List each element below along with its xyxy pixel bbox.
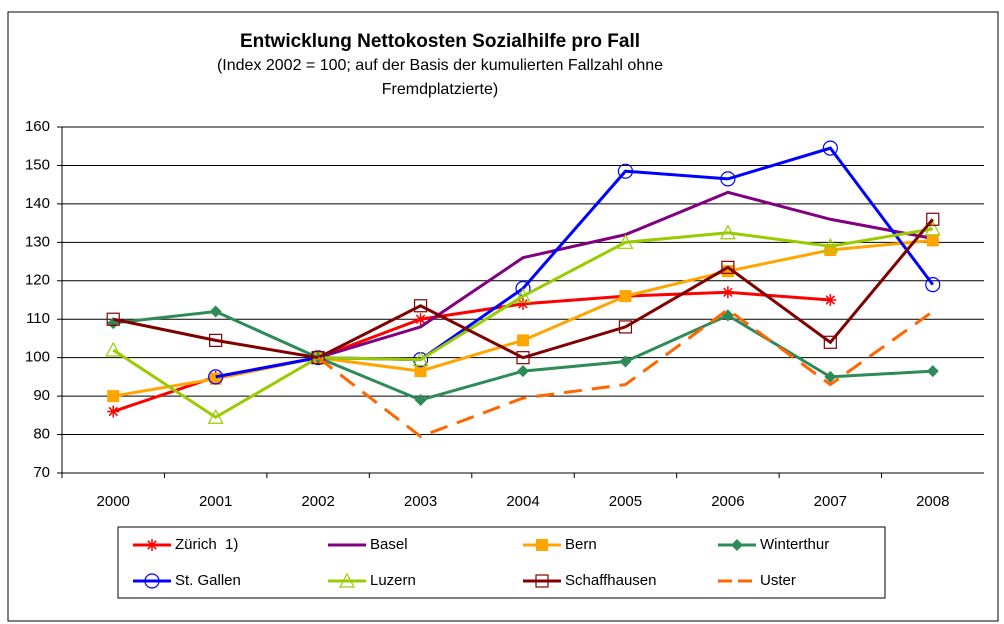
y-tick-label: 70	[33, 464, 50, 481]
legend-label: Uster	[760, 572, 796, 589]
legend-label: Luzern	[370, 572, 416, 589]
y-tick-label: 120	[25, 272, 50, 289]
series-line	[112, 227, 934, 420]
marker	[824, 370, 837, 383]
x-tick-label: 2007	[814, 493, 847, 510]
legend-box	[117, 526, 886, 599]
legend-label: Zürich 1)	[175, 536, 238, 553]
marker	[618, 320, 633, 334]
marker	[617, 163, 634, 179]
marker	[536, 539, 548, 551]
marker	[517, 297, 529, 310]
marker	[107, 390, 120, 403]
marker	[412, 351, 429, 367]
legend-label: St. Gallen	[175, 572, 241, 589]
chart-title: Entwicklung Nettokosten Sozialhilfe pro …	[240, 31, 640, 52]
marker	[338, 572, 356, 588]
marker	[823, 335, 837, 349]
marker	[208, 369, 224, 385]
x-tick-label: 2008	[916, 493, 949, 510]
marker	[413, 299, 428, 313]
x-tick-label: 2004	[506, 493, 539, 510]
marker	[517, 365, 529, 378]
x-tick-label: 2006	[711, 493, 744, 510]
marker	[721, 286, 734, 299]
marker	[720, 171, 736, 187]
series-line	[112, 218, 934, 360]
y-tick-label: 80	[33, 426, 50, 443]
marker	[731, 539, 743, 551]
marker	[105, 341, 122, 357]
marker	[617, 234, 634, 249]
legend-label: Bern	[565, 536, 597, 553]
marker	[514, 287, 532, 303]
marker	[926, 234, 939, 247]
y-tick-label: 110	[26, 310, 50, 327]
marker	[822, 140, 838, 156]
series-line	[215, 190, 934, 379]
marker	[209, 333, 223, 347]
series-line	[317, 307, 934, 439]
marker	[207, 408, 224, 424]
marker	[721, 260, 735, 274]
y-tick-label: 150	[25, 156, 50, 173]
x-tick-label: 2002	[301, 493, 334, 510]
marker	[926, 365, 939, 378]
y-tick-label: 90	[33, 387, 50, 404]
y-tick-label: 160	[25, 118, 50, 135]
marker	[414, 393, 427, 406]
marker	[535, 574, 549, 588]
marker	[822, 237, 839, 253]
y-tick-label: 100	[25, 349, 50, 366]
marker	[414, 365, 427, 378]
x-tick-label: 2001	[199, 493, 232, 510]
marker	[926, 212, 940, 226]
marker	[924, 220, 941, 236]
marker	[144, 573, 160, 589]
x-tick-label: 2005	[609, 493, 642, 510]
x-tick-label: 2000	[97, 493, 130, 510]
chart-subtitle: Fremdplatzierte)	[382, 81, 498, 98]
marker	[146, 539, 158, 551]
marker	[311, 351, 325, 365]
marker	[107, 405, 120, 418]
marker	[106, 312, 120, 326]
marker	[414, 313, 427, 326]
y-tick-label: 130	[25, 233, 50, 250]
marker	[516, 351, 530, 365]
marker	[719, 224, 736, 240]
marker	[824, 294, 837, 306]
legend-label: Schaffhausen	[565, 572, 656, 589]
legend-label: Basel	[370, 536, 408, 553]
marker	[619, 290, 632, 303]
marker	[619, 355, 632, 368]
x-tick-label: 2003	[404, 493, 437, 510]
marker	[517, 334, 529, 347]
marker	[925, 277, 941, 293]
marker	[209, 305, 222, 318]
chart-subtitle: (Index 2002 = 100; auf der Basis der kum…	[217, 57, 663, 74]
legend-label: Winterthur	[760, 536, 829, 553]
y-tick-label: 140	[25, 195, 50, 212]
